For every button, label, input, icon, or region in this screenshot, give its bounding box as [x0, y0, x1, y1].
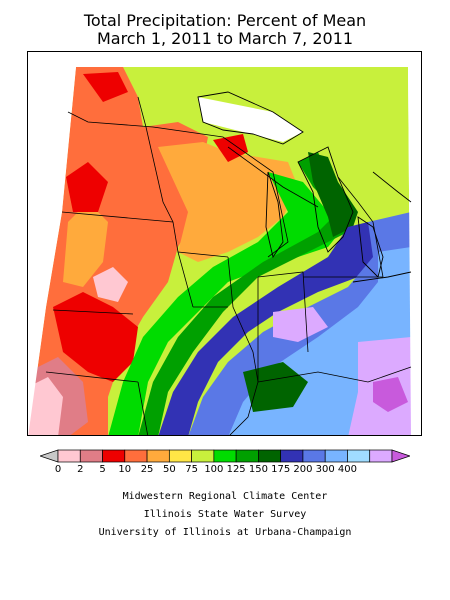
legend-tick-label: 50 — [162, 464, 176, 475]
legend-swatch — [79, 449, 103, 463]
credit-line-3: University of Illinois at Urbana-Champai… — [98, 527, 352, 538]
map-canvas — [28, 52, 421, 435]
legend-swatch — [124, 449, 148, 463]
legend-swatch — [102, 449, 126, 463]
legend-swatch — [213, 449, 237, 463]
precip-zone-400-a — [273, 307, 328, 342]
legend-swatch — [347, 449, 371, 463]
precipitation-map — [27, 51, 422, 436]
precip-zone-50-75-west — [63, 202, 108, 287]
legend-tick-label: 175 — [271, 464, 291, 475]
domain-mask-left — [28, 52, 76, 435]
legend-arrow-low — [40, 449, 59, 463]
legend-tick-label: 150 — [248, 464, 268, 475]
legend-swatch — [302, 449, 326, 463]
lake-outlines — [197, 91, 412, 283]
legend-tick-label: 400 — [337, 464, 357, 475]
domain-mask-right — [408, 52, 421, 435]
legend-tick-label: 0 — [54, 464, 62, 475]
precip-zone-150-175-south — [243, 362, 308, 412]
legend-tick-label: 300 — [315, 464, 335, 475]
precip-zone-above-400 — [373, 377, 408, 412]
precip-zone-175-200 — [158, 222, 378, 435]
legend-swatch — [280, 449, 304, 463]
legend-tick-label: 200 — [293, 464, 313, 475]
legend-tick-label: 100 — [204, 464, 224, 475]
precip-zone-100-125 — [108, 172, 348, 435]
legend-swatch — [235, 449, 259, 463]
precip-zone-10-25-a — [66, 162, 108, 212]
precip-zone-2-5-mid — [93, 267, 128, 302]
legend-tick-label: 25 — [140, 464, 154, 475]
legend-swatch — [191, 449, 215, 463]
legend-swatch — [146, 449, 170, 463]
legend-tick-label: 2 — [77, 464, 84, 475]
legend-swatch — [57, 449, 81, 463]
legend-tick-label: 125 — [226, 464, 246, 475]
precip-zone-10-25-b — [53, 292, 138, 382]
legend-tick-label: 5 — [99, 464, 106, 475]
precip-zone-150-175 — [308, 152, 358, 237]
precip-zone-125-150 — [138, 152, 353, 435]
color-legend — [40, 449, 410, 463]
credit-line-2: Illinois State Water Survey — [143, 509, 307, 520]
legend-arrow-high — [391, 449, 410, 463]
map-title: Total Precipitation: Percent of Mean — [83, 11, 367, 30]
legend-tick-label: 10 — [118, 464, 132, 475]
precip-zone-2-5-sw — [28, 377, 63, 435]
legend-swatch — [324, 449, 348, 463]
legend-tick-label: 75 — [185, 464, 198, 475]
precip-zone-10-25-c — [83, 72, 128, 102]
map-subtitle: March 1, 2011 to March 7, 2011 — [96, 29, 354, 48]
legend-swatch — [258, 449, 282, 463]
lake-superior-gap — [198, 97, 303, 142]
legend-swatch — [369, 449, 393, 463]
credit-line-1: Midwestern Regional Climate Center — [122, 491, 328, 502]
legend-swatch — [168, 449, 192, 463]
domain-mask-top — [28, 52, 421, 67]
state-boundaries — [45, 96, 412, 435]
